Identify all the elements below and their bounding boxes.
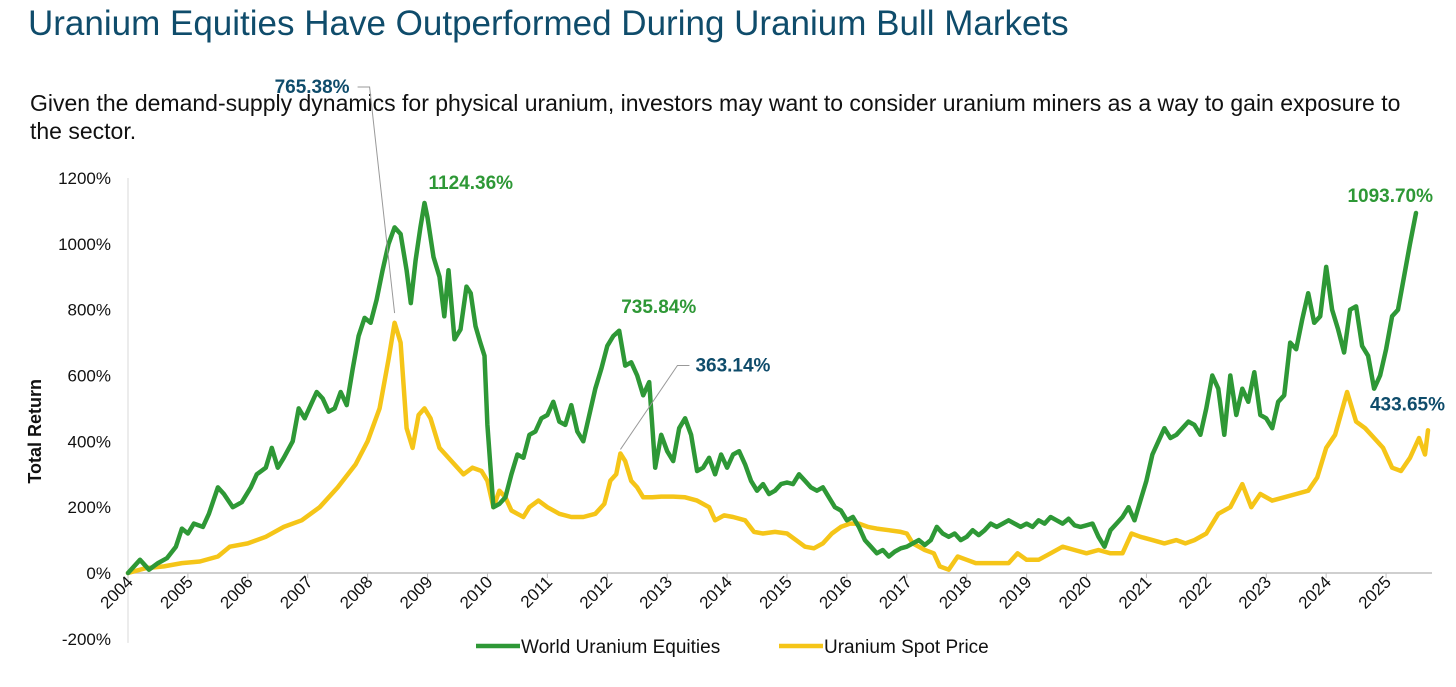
legend-item-uranium-spot-price: Uranium Spot Price bbox=[779, 637, 989, 658]
x-tick-label: 2022 bbox=[1175, 572, 1215, 612]
y-axis: -200% 0% 200% 400% 600% 800% 1000% 1200% Total R… bbox=[25, 169, 129, 649]
legend-label: Uranium Spot Price bbox=[824, 637, 989, 658]
x-tick-label: 2025 bbox=[1355, 572, 1395, 612]
x-tick-label: 2017 bbox=[875, 572, 915, 612]
y-tick-label: 1200% bbox=[58, 169, 111, 188]
annotation-spot-2011-peak: 363.14% bbox=[695, 355, 770, 376]
x-tick-label: 2023 bbox=[1235, 572, 1275, 612]
legend-label: World Uranium Equities bbox=[521, 637, 720, 658]
x-tick-label: 2005 bbox=[157, 572, 197, 612]
y-tick-label: 800% bbox=[68, 301, 111, 320]
x-tick-label: 2019 bbox=[995, 572, 1035, 612]
annotation-spot-2025: 433.65% bbox=[1370, 394, 1445, 415]
legend-item-world-uranium-equities: World Uranium Equities bbox=[476, 637, 720, 658]
series-layer bbox=[125, 200, 1431, 576]
annotation-leader-line bbox=[357, 86, 396, 314]
legend: World Uranium Equities Uranium Spot Price bbox=[476, 637, 989, 658]
x-tick-label: 2016 bbox=[816, 572, 856, 612]
x-tick-label: 2015 bbox=[756, 572, 796, 612]
chart-subtitle: Given the demand-supply dynamics for phy… bbox=[30, 90, 1401, 144]
annotation-equities-2025: 1093.70% bbox=[1347, 186, 1433, 207]
x-tick-label: 2010 bbox=[456, 572, 496, 612]
y-tick-label: 0% bbox=[86, 564, 111, 583]
annotation-leader-line bbox=[620, 364, 690, 450]
x-tick-label: 2013 bbox=[636, 572, 676, 612]
chart-title: Uranium Equities Have Outperformed Durin… bbox=[28, 4, 1069, 43]
x-tick-label: 2018 bbox=[935, 572, 975, 612]
x-tick-label: 2006 bbox=[216, 572, 256, 612]
y-tick-label: 200% bbox=[68, 498, 111, 517]
y-tick-label: 1000% bbox=[58, 235, 111, 254]
x-tick-label: 2012 bbox=[576, 572, 616, 612]
y-tick-label: -200% bbox=[62, 630, 111, 649]
x-tick-label: 2007 bbox=[276, 572, 316, 612]
x-tick-label: 2021 bbox=[1115, 572, 1155, 612]
x-tick-label: 2014 bbox=[696, 572, 736, 612]
y-tick-label: 600% bbox=[68, 367, 111, 386]
x-tick-label: 2009 bbox=[396, 572, 436, 612]
y-axis-title: Total Return bbox=[25, 379, 45, 484]
annotation-layer: 1124.36% 765.38% 735.84% 363.14% 1093.70% 433… bbox=[275, 77, 1445, 450]
annotation-equities-2008-peak: 1124.36% bbox=[429, 173, 514, 194]
annotation-spot-2007-peak: 765.38% bbox=[275, 77, 350, 98]
series-line-uranium-spot-price bbox=[125, 320, 1431, 576]
x-axis: 2004 2005 2006 2007 2008 2009 2010 2011 2012 2013… bbox=[97, 572, 1432, 613]
x-tick-label: 2011 bbox=[517, 572, 556, 611]
y-tick-label: 400% bbox=[68, 432, 111, 451]
series-line-world-uranium-equities bbox=[125, 200, 1419, 576]
x-tick-label: 2024 bbox=[1295, 572, 1335, 612]
x-tick-label: 2008 bbox=[336, 572, 376, 612]
x-tick-label: 2020 bbox=[1055, 572, 1095, 612]
annotation-equities-2011-peak: 735.84% bbox=[621, 297, 696, 318]
